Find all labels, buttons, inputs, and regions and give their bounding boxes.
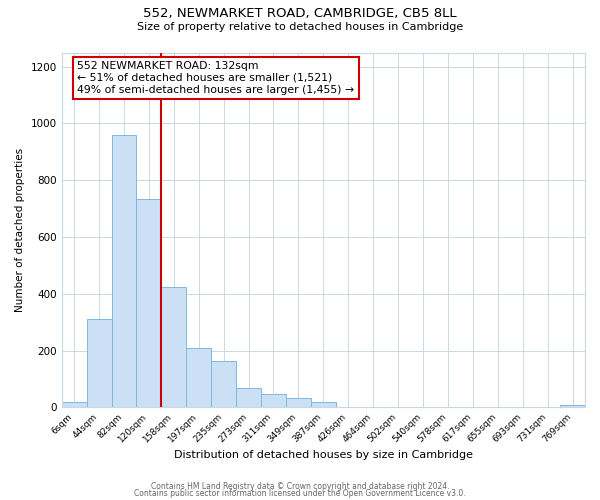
Bar [236, 388, 261, 407]
Bar [161, 287, 186, 408]
Text: 552, NEWMARKET ROAD, CAMBRIDGE, CB5 8LL: 552, NEWMARKET ROAD, CAMBRIDGE, CB5 8LL [143, 8, 457, 20]
Bar [186, 348, 211, 408]
Bar [112, 135, 136, 407]
Bar [62, 402, 86, 407]
Y-axis label: Number of detached properties: Number of detached properties [15, 148, 25, 312]
Bar [286, 398, 311, 407]
Text: Contains HM Land Registry data © Crown copyright and database right 2024.: Contains HM Land Registry data © Crown c… [151, 482, 449, 491]
Bar [311, 402, 336, 407]
Bar [560, 404, 585, 407]
Bar [211, 361, 236, 408]
Bar [86, 320, 112, 408]
Text: Contains public sector information licensed under the Open Government Licence v3: Contains public sector information licen… [134, 489, 466, 498]
Bar [136, 199, 161, 408]
Text: 552 NEWMARKET ROAD: 132sqm
← 51% of detached houses are smaller (1,521)
49% of s: 552 NEWMARKET ROAD: 132sqm ← 51% of deta… [77, 62, 355, 94]
X-axis label: Distribution of detached houses by size in Cambridge: Distribution of detached houses by size … [174, 450, 473, 460]
Bar [261, 394, 286, 407]
Text: Size of property relative to detached houses in Cambridge: Size of property relative to detached ho… [137, 22, 463, 32]
